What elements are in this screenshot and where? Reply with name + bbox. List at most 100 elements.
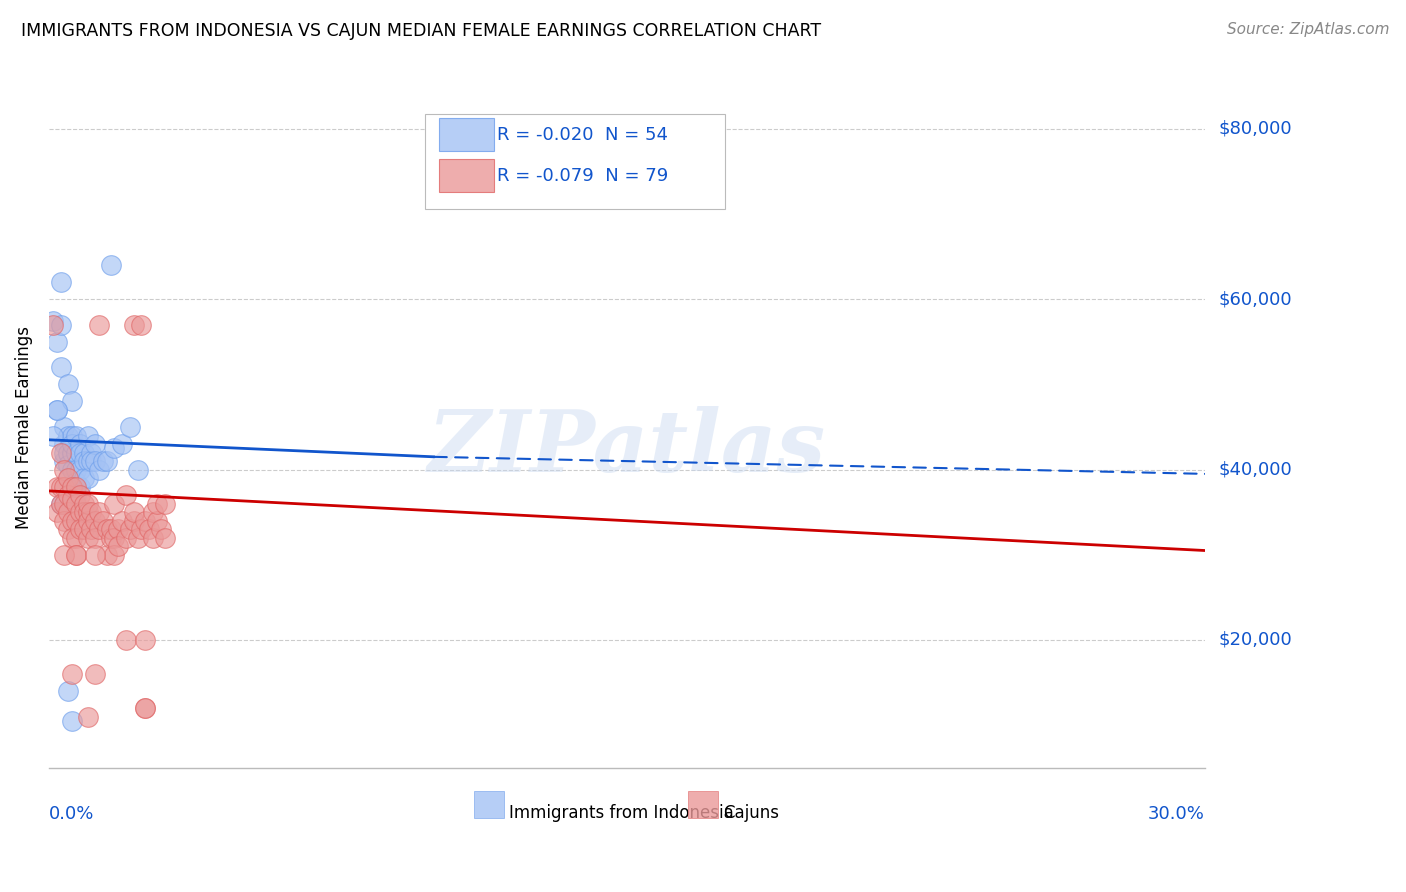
- Point: [45, 403, 67, 417]
- Point: [53, 462, 76, 476]
- Point: [84, 531, 107, 545]
- Point: [42, 428, 65, 442]
- Point: [118, 420, 141, 434]
- Point: [65, 548, 87, 562]
- Point: [58, 471, 80, 485]
- Text: Cajuns: Cajuns: [723, 805, 779, 822]
- Point: [107, 522, 129, 536]
- Point: [84, 454, 107, 468]
- FancyBboxPatch shape: [474, 791, 505, 818]
- Text: R = -0.020  N = 54: R = -0.020 N = 54: [498, 126, 668, 144]
- Point: [96, 548, 118, 562]
- Point: [65, 488, 87, 502]
- Text: $80,000: $80,000: [1219, 120, 1292, 138]
- Point: [69, 488, 91, 502]
- Point: [65, 445, 87, 459]
- Point: [84, 437, 107, 451]
- Point: [80, 522, 103, 536]
- Text: Immigrants from Indonesia: Immigrants from Indonesia: [509, 805, 734, 822]
- Point: [72, 445, 94, 459]
- Text: IMMIGRANTS FROM INDONESIA VS CAJUN MEDIAN FEMALE EARNINGS CORRELATION CHART: IMMIGRANTS FROM INDONESIA VS CAJUN MEDIA…: [21, 22, 821, 40]
- Point: [131, 522, 153, 536]
- Point: [72, 454, 94, 468]
- Point: [87, 505, 110, 519]
- Point: [115, 488, 138, 502]
- Point: [80, 445, 103, 459]
- Point: [76, 505, 98, 519]
- Point: [100, 258, 122, 272]
- Point: [127, 531, 149, 545]
- Point: [122, 514, 145, 528]
- Point: [60, 445, 83, 459]
- Point: [60, 514, 83, 528]
- Point: [72, 522, 94, 536]
- Point: [58, 522, 80, 536]
- FancyBboxPatch shape: [439, 119, 494, 151]
- Point: [69, 462, 91, 476]
- Y-axis label: Median Female Earnings: Median Female Earnings: [15, 326, 32, 529]
- Point: [60, 437, 83, 451]
- Point: [103, 497, 125, 511]
- Point: [153, 531, 176, 545]
- Point: [80, 454, 103, 468]
- Text: $40,000: $40,000: [1219, 460, 1292, 479]
- Point: [76, 531, 98, 545]
- Point: [58, 684, 80, 698]
- Point: [138, 522, 160, 536]
- Point: [53, 480, 76, 494]
- Point: [53, 437, 76, 451]
- Point: [103, 548, 125, 562]
- Point: [53, 548, 76, 562]
- Point: [53, 445, 76, 459]
- Point: [122, 318, 145, 332]
- Point: [58, 471, 80, 485]
- Point: [127, 462, 149, 476]
- Point: [91, 454, 114, 468]
- Point: [65, 475, 87, 490]
- Point: [107, 539, 129, 553]
- Point: [45, 480, 67, 494]
- Point: [91, 514, 114, 528]
- Point: [72, 505, 94, 519]
- Point: [76, 428, 98, 442]
- Point: [53, 420, 76, 434]
- Point: [49, 360, 72, 375]
- Point: [60, 480, 83, 494]
- Text: ZIPatlas: ZIPatlas: [427, 406, 825, 489]
- Point: [103, 531, 125, 545]
- Point: [69, 445, 91, 459]
- Point: [100, 531, 122, 545]
- Point: [65, 480, 87, 494]
- Point: [72, 471, 94, 485]
- Point: [142, 505, 165, 519]
- FancyBboxPatch shape: [688, 791, 718, 818]
- FancyBboxPatch shape: [439, 160, 494, 192]
- Point: [76, 497, 98, 511]
- Point: [45, 505, 67, 519]
- Point: [134, 701, 156, 715]
- Point: [76, 471, 98, 485]
- Point: [58, 505, 80, 519]
- Point: [100, 522, 122, 536]
- Point: [60, 394, 83, 409]
- Point: [87, 522, 110, 536]
- Point: [65, 462, 87, 476]
- Point: [84, 548, 107, 562]
- Point: [69, 522, 91, 536]
- Point: [69, 480, 91, 494]
- Text: 30.0%: 30.0%: [1149, 805, 1205, 823]
- Text: $60,000: $60,000: [1219, 290, 1292, 309]
- Point: [87, 462, 110, 476]
- Point: [115, 531, 138, 545]
- Point: [76, 454, 98, 468]
- Point: [65, 497, 87, 511]
- Point: [80, 505, 103, 519]
- Point: [111, 514, 134, 528]
- Text: $20,000: $20,000: [1219, 631, 1292, 649]
- Point: [84, 514, 107, 528]
- Point: [45, 334, 67, 349]
- Point: [60, 492, 83, 507]
- Point: [53, 497, 76, 511]
- Point: [49, 445, 72, 459]
- Point: [65, 531, 87, 545]
